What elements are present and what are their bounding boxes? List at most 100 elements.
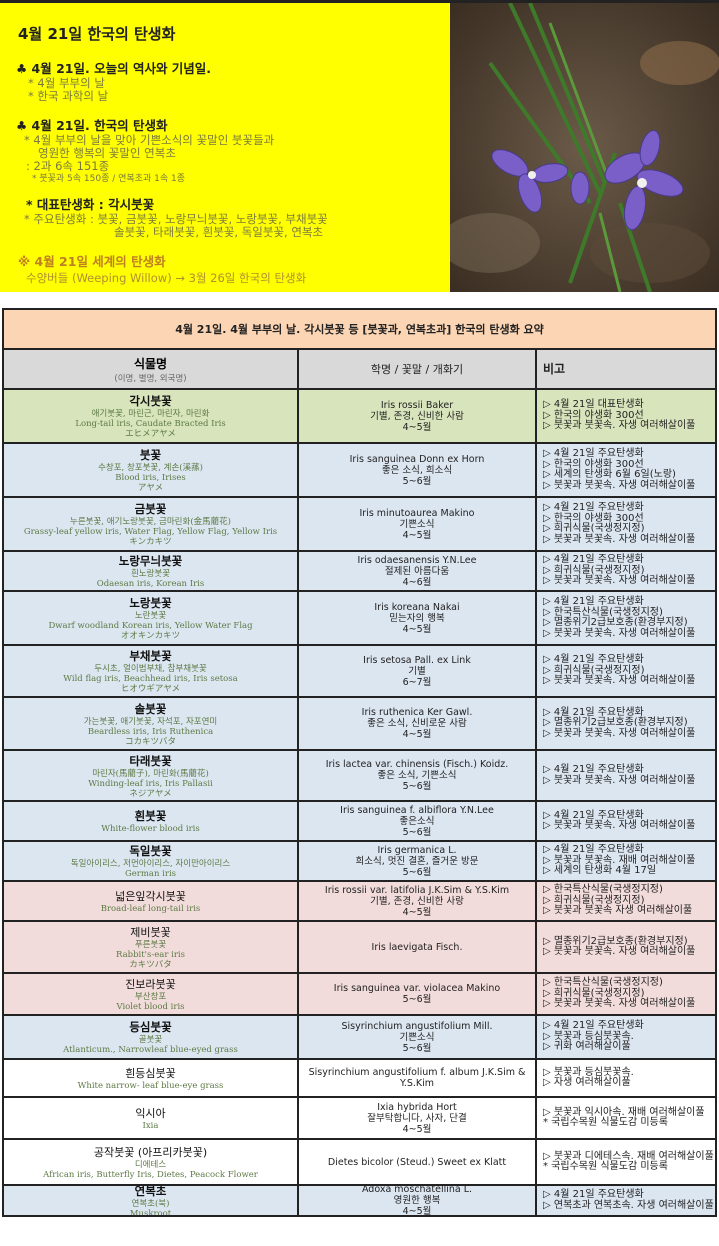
note-line: ▷ 멸종위기2급보호종(환경부지정): [543, 717, 688, 729]
plant-name-cell: 솔붓꽃 가는붓꽃, 애기붓꽃, 자석포, 자포연미 Beardless iris, …: [4, 698, 299, 749]
plant-alias: 부산창포: [134, 992, 167, 1002]
note-line: ▷ 4월 21일 주요탄생화: [543, 448, 644, 459]
sci-line: 4~5월: [402, 421, 432, 433]
note-cell: ▷ 붓꽃과 디에테스속. 재배 여러해살이풀 * 국립수목원 식물도감 미등록: [537, 1140, 715, 1184]
table-row: 넓은잎각시붓꽃 Broad-leaf long-tail iris Iris ros…: [4, 882, 715, 922]
note-line: ▷ 한국특산식물(국생정지정): [543, 977, 663, 989]
plant-name-cell: 등심붓꽃 골붓꽃 Atlanticum., Narrowleaf blue-eyed…: [4, 1016, 299, 1058]
plant-name-cell: 제비붓꽃 푸른붓꽃 Rabbit's-ear iris カキツバタ: [4, 922, 299, 972]
plant-alias: 가는붓꽃, 애기붓꽃, 자석포, 자포연미: [83, 716, 218, 727]
plant-name: 제비붓꽃: [130, 926, 171, 939]
sci-cell: Iris laevigata Fisch.: [299, 922, 537, 972]
table-row: 타래붓꽃 마린자(馬藺子), 마린화(馬藺花) Winding-leaf iris,…: [4, 751, 715, 802]
note-line: ▷ 4월 21일 주요탄생화: [543, 1020, 644, 1032]
note-line: ▷ 붓꽃과 붓꽃속. 자생 여러해살이풀: [543, 675, 696, 687]
plant-alias: Ixia: [142, 1121, 159, 1131]
table-row: 부채붓꽃 두시초, 얼이범부채, 참부채붓꽃 Wild flag iris, Bea…: [4, 646, 715, 698]
sci-line: 절제된 아름다움: [384, 565, 450, 577]
table-title: 4월 21일. 4월 부부의 날. 각시붓꽃 등 [붓꽃과, 연복초과] 한국의…: [4, 310, 715, 350]
sci-cell: Iris sanguinea f. albiflora Y.N.Lee 좋은소식 5…: [299, 802, 537, 840]
plant-name: 독일붓꽃: [129, 844, 172, 858]
plant-name-cell: 독일붓꽃 독일아이리스, 저먼아이리스, 자이만아이리스 German iris: [4, 842, 299, 880]
table-row: 솔붓꽃 가는붓꽃, 애기붓꽃, 자석포, 자포연미 Beardless iris, …: [4, 698, 715, 751]
sci-line: 기별: [408, 665, 426, 677]
plant-name-cell: 금붓꽃 누른붓꽃, 애기노랑붓꽃, 금마린화(金馬藺花) Grassy-leaf y…: [4, 498, 299, 550]
note-cell: ▷ 한국특산식물(국생정지정) ▷ 희귀식물(국생정지정) ▷ 붓꽃과 붓꽃속. 자…: [537, 974, 715, 1014]
note-line: ▷ 4월 21일 주요탄생화: [543, 809, 644, 821]
sci-cell: Iris setosa Pall. ex Link 기별 6~7월: [299, 646, 537, 696]
note-line: ▷ 붓꽃과 등심붓꽃속.: [543, 1066, 634, 1078]
note-line: ▷ 붓꽃과 붓꽃속. 자생 여러해살이풀: [543, 946, 696, 957]
sci-line: 좋은 소식, 기쁜소식: [377, 770, 457, 781]
plant-alias: 푸른붓꽃: [134, 940, 167, 950]
sci-cell: Iris ruthenica Ker Gawl. 좋은 소식, 신비로운 사람 4~…: [299, 698, 537, 749]
sci-line: Iris sanguinea Donn ex Horn: [349, 453, 485, 465]
plant-alias: 연복초(북): [131, 1198, 170, 1209]
sci-line: Iris germanica L.: [377, 844, 457, 856]
note-line: ▷ 붓꽃과 디에테스속. 재배 여러해살이풀: [543, 1150, 714, 1162]
sci-cell: Iris sanguinea var. violacea Makino 5~6월: [299, 974, 537, 1014]
sci-line: 4~5월: [402, 623, 432, 635]
plant-name: 각시붓꽃: [129, 394, 172, 408]
plant-alias: 골붓꽃: [138, 1035, 163, 1045]
plant-name-cell: 공작붓꽃 (아프리카붓꽃) 디에테스 African iris, Butterfly…: [4, 1140, 299, 1184]
note-line: ▷ 붓꽃과 붓꽃속 자생 여러해살이풀: [543, 905, 693, 917]
sci-line: 4~5월: [402, 729, 432, 740]
plant-alias: Broad-leaf long-tail iris: [100, 904, 201, 914]
note-line: ▷ 4월 21일 주요탄생화: [543, 654, 644, 666]
note-line: ▷ 세계의 탄생화 6월 6일(노랑): [543, 469, 676, 480]
main-flowers: 솔붓꽃, 타래붓꽃, 흰붓꽃, 독일붓꽃, 연복초: [114, 225, 324, 239]
sci-line: 희소식, 멋진 결혼, 즐거운 방문: [355, 855, 479, 867]
note-line: ▷ 4월 21일 대표탄생화: [543, 399, 644, 411]
plant-name-cell: 붓꽃 수창포, 창포붓꽃, 계손(溪蓀) Blood iris, Irises アヤメ: [4, 444, 299, 496]
note-line: ▷ 희귀식물(국생정지정): [543, 894, 645, 906]
plant-alias: 마린자(馬藺子), 마린화(馬藺花): [92, 768, 209, 779]
note-line: ▷ 한국의 야생화 300선: [543, 409, 644, 421]
note-line: ▷ 4월 21일 주요탄생화: [543, 596, 644, 607]
note-line: ▷ 멸종위기2급보호종(환경부지정): [543, 617, 688, 628]
note-line: ▷ 세계의 탄생화 4월 17일: [543, 865, 657, 877]
plant-name: 금붓꽃: [134, 502, 167, 516]
note-line: ▷ 희귀식물(국생정지정): [543, 564, 645, 576]
note-line: ▷ 붓꽃과 붓꽃속. 자생 여러해살이풀: [543, 420, 696, 432]
sci-line: 5~6월: [402, 994, 432, 1005]
table-header-row: 식물명 (이명, 별명, 외국명) 학명 / 꽃말 / 개화기 비고: [4, 350, 715, 390]
plant-name-cell: 진보라붓꽃 부산창포 Violet blood iris: [4, 974, 299, 1014]
birth-heading: ♣ 4월 21일. 한국의 탄생화: [16, 118, 168, 133]
sci-line: 기쁜소식: [399, 518, 435, 530]
table-row: 흰등심붓꽃 White narrow- leaf blue-eye grass Si…: [4, 1060, 715, 1098]
sci-cell: Iris germanica L. 희소식, 멋진 결혼, 즐거운 방문 5~6월: [299, 842, 537, 880]
header-name-sub: (이명, 별명, 외국명): [114, 373, 187, 384]
birth-flower-table: 4월 21일. 4월 부부의 날. 각시붓꽃 등 [붓꽃과, 연복초과] 한국의…: [2, 308, 717, 1217]
plant-alias: Beardless iris, Iris Ruthenica: [87, 726, 214, 737]
plant-alias: Dwarf woodland Korean iris, Yellow Water…: [48, 621, 253, 631]
note-cell: ▷ 4월 21일 주요탄생화 ▷ 한국특산식물(국생정지정) ▷ 멸종위기2급보호종…: [537, 592, 715, 644]
sci-line: Iris rossii Baker: [380, 399, 454, 411]
sci-cell: Sisyrinchium angustifolium f. album J.K.…: [299, 1060, 537, 1096]
plant-name: 흰등심붓꽃: [125, 1067, 176, 1080]
note-line: ▷ 붓꽃과 붓꽃속. 자생 여러해살이풀: [543, 627, 696, 639]
plant-name-cell: 부채붓꽃 두시초, 얼이범부채, 참부채붓꽃 Wild flag iris, Bea…: [4, 646, 299, 696]
plant-name: 노랑무늬붓꽃: [118, 554, 183, 568]
world-line: 수양버들 (Weeping Willow) → 3월 26일 한국의 탄생화: [26, 271, 307, 285]
plant-alias: 디에테스: [134, 1160, 167, 1170]
note-cell: ▷ 4월 21일 주요탄생화 ▷ 멸종위기2급보호종(환경부지정) ▷ 붓꽃과 붓꽃…: [537, 698, 715, 749]
plant-name-cell: 넓은잎각시붓꽃 Broad-leaf long-tail iris: [4, 882, 299, 920]
intro-panel: 4월 21일 한국의 탄생화 ♣ 4월 21일. 오늘의 역사와 기념일. * …: [0, 3, 450, 292]
header-name-label: 식물명: [133, 356, 168, 371]
note-cell: ▷ 붓꽃과 등심붓꽃속. ▷ 자생 여러해살이풀: [537, 1060, 715, 1096]
plant-name: 타래붓꽃: [129, 753, 172, 768]
note-line: ▷ 붓꽃과 붓꽃속. 자생 여러해살이풀: [543, 998, 696, 1010]
iris-photo: [450, 3, 719, 292]
plant-alias: オオキンカキツ: [120, 631, 181, 641]
plant-alias: Atlanticum., Narrowleaf blue-eyed grass: [63, 1045, 238, 1055]
note-line: ▷ 귀화 여러해살이풀: [543, 1041, 631, 1053]
sci-line: 5~6월: [402, 826, 432, 838]
plant-alias: 수창포, 창포붓꽃, 계손(溪蓀): [98, 463, 203, 473]
sci-cell: Iris sanguinea Donn ex Horn 좋은 소식, 희소식 5~6…: [299, 444, 537, 496]
history-heading: ♣ 4월 21일. 오늘의 역사와 기념일.: [16, 61, 212, 76]
plant-name-cell: 타래붓꽃 마린자(馬藺子), 마린화(馬藺花) Winding-leaf iris,…: [4, 751, 299, 800]
note-line: ▷ 자생 여러해살이풀: [543, 1077, 631, 1088]
plant-name: 부채붓꽃: [129, 649, 172, 663]
plant-name-cell: 익시아 Ixia: [4, 1098, 299, 1138]
